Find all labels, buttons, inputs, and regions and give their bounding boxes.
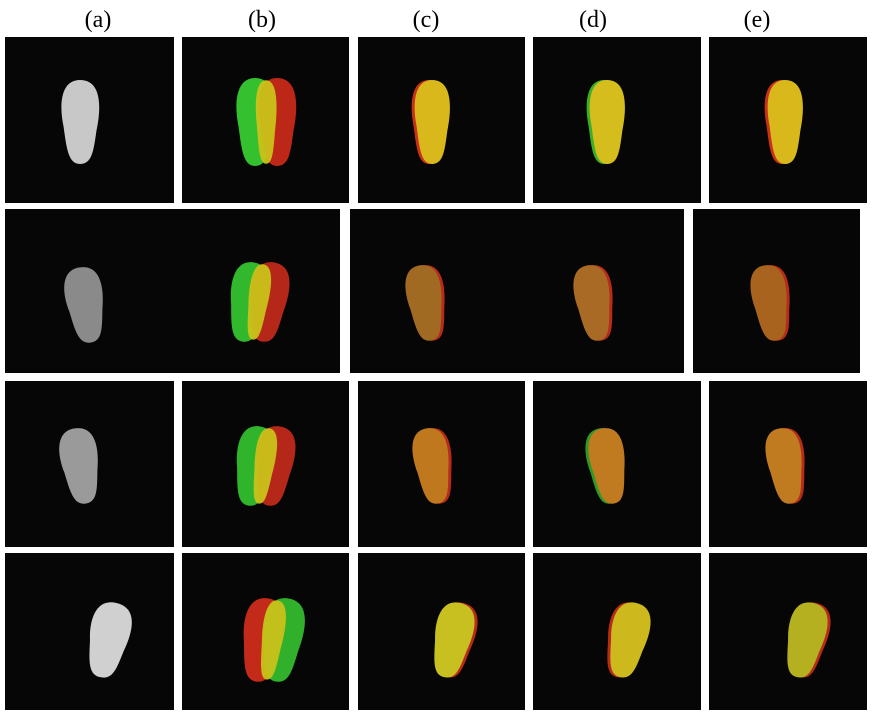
image-panel bbox=[5, 209, 340, 373]
page: (a) (b) (c) (d) (e) (() => { const data … bbox=[0, 0, 872, 713]
image-panel bbox=[5, 553, 174, 710]
image-panel bbox=[350, 209, 684, 373]
column-label: (b) bbox=[248, 7, 276, 33]
column-label: (c) bbox=[413, 7, 440, 33]
column-label: (a) bbox=[85, 7, 112, 33]
image-panel bbox=[709, 553, 867, 710]
column-label: (e) bbox=[744, 7, 771, 33]
figure: (a) (b) (c) (d) (e) bbox=[0, 0, 872, 713]
column-label: (d) bbox=[579, 7, 607, 33]
